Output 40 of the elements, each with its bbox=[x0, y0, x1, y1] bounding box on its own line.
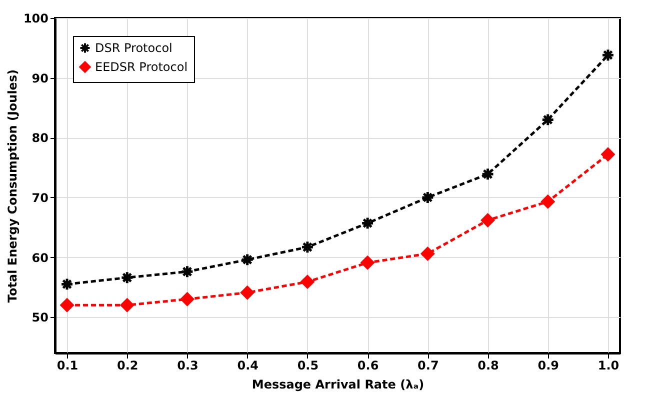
point bbox=[300, 240, 314, 254]
y-tick-label: 100 bbox=[23, 12, 48, 26]
point bbox=[601, 148, 615, 162]
legend-label: DSR Protocol bbox=[95, 41, 172, 55]
x-tick-label: 0.3 bbox=[177, 358, 198, 372]
point bbox=[481, 167, 494, 181]
x-axis-title: Message Arrival Rate (λₐ) bbox=[252, 378, 424, 392]
y-tick-label: 80 bbox=[32, 131, 48, 146]
y-tick-label: 50 bbox=[32, 310, 48, 325]
point bbox=[240, 252, 254, 266]
point bbox=[60, 298, 74, 312]
x-tick-label: 0.6 bbox=[357, 358, 379, 372]
point bbox=[420, 190, 434, 204]
x-tick-label: 0.7 bbox=[418, 358, 439, 372]
x-tick-label: 0.4 bbox=[237, 358, 258, 372]
x-tick-label: 0.5 bbox=[297, 358, 319, 372]
point bbox=[120, 298, 134, 312]
point bbox=[120, 270, 134, 284]
legend-label: EEDSR Protocol bbox=[95, 60, 188, 74]
x-tick-label: 0.1 bbox=[56, 358, 78, 372]
point bbox=[601, 48, 615, 62]
y-tick-label: 90 bbox=[32, 71, 48, 86]
x-tick-label: 1.0 bbox=[598, 358, 620, 372]
point bbox=[300, 275, 314, 289]
x-tick-label: 0.8 bbox=[478, 358, 499, 372]
point bbox=[60, 277, 74, 291]
point bbox=[541, 112, 555, 126]
point bbox=[481, 213, 494, 227]
point bbox=[420, 246, 434, 260]
point bbox=[541, 194, 555, 208]
y-tick-label: 60 bbox=[32, 250, 48, 265]
point bbox=[360, 216, 374, 230]
y-tick-label: 70 bbox=[32, 190, 48, 205]
point bbox=[240, 286, 254, 300]
point bbox=[360, 256, 374, 270]
x-tick-label: 0.2 bbox=[116, 358, 138, 372]
point bbox=[180, 264, 194, 278]
x-tick-label: 0.9 bbox=[538, 358, 560, 372]
y-axis-title: Total Energy Consumption (Joules) bbox=[5, 69, 20, 303]
point bbox=[180, 292, 194, 306]
